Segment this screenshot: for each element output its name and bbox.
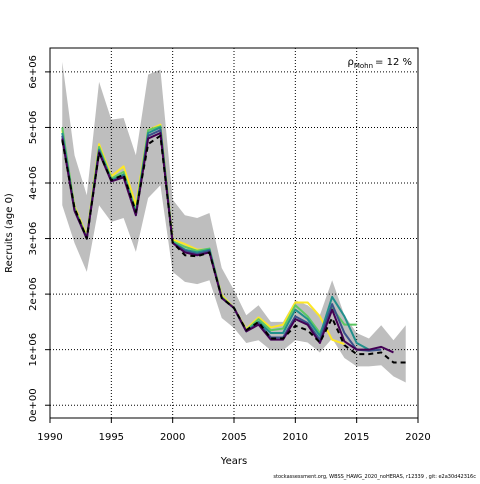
y-tick-label: 5e+06 <box>28 111 39 145</box>
x-tick-label: 2010 <box>283 432 308 443</box>
y-tick-label: 3e+06 <box>28 222 39 256</box>
y-tick-label: 1e+06 <box>28 333 39 367</box>
y-tick-label: 4e+06 <box>28 166 39 200</box>
y-tick-label: 2e+06 <box>28 277 39 311</box>
x-tick-label: 2015 <box>344 432 369 443</box>
series-line <box>61 134 406 364</box>
annotation-sub: Mohn <box>354 62 373 70</box>
annotation-symbol: ρ <box>347 57 353 68</box>
x-tick-label: 2020 <box>405 432 430 443</box>
y-tick-label: 6e+06 <box>28 55 39 89</box>
footer: stockassessment.org, WBSS_HAWG_2020_noHE… <box>273 474 476 480</box>
y-tick-label: 0e+00 <box>28 388 39 422</box>
x-tick-label: 1995 <box>99 432 124 443</box>
x-tick-label: 2000 <box>160 432 185 443</box>
annotation-text: = 12 % <box>375 57 412 68</box>
y-axis-label: Recruits (age 0) <box>4 193 15 273</box>
x-tick-label: 2005 <box>221 432 246 443</box>
x-tick-label: 1990 <box>37 432 62 443</box>
annotation: ρMohn = 12 % <box>347 57 412 70</box>
x-axis-label: Years <box>220 456 247 467</box>
